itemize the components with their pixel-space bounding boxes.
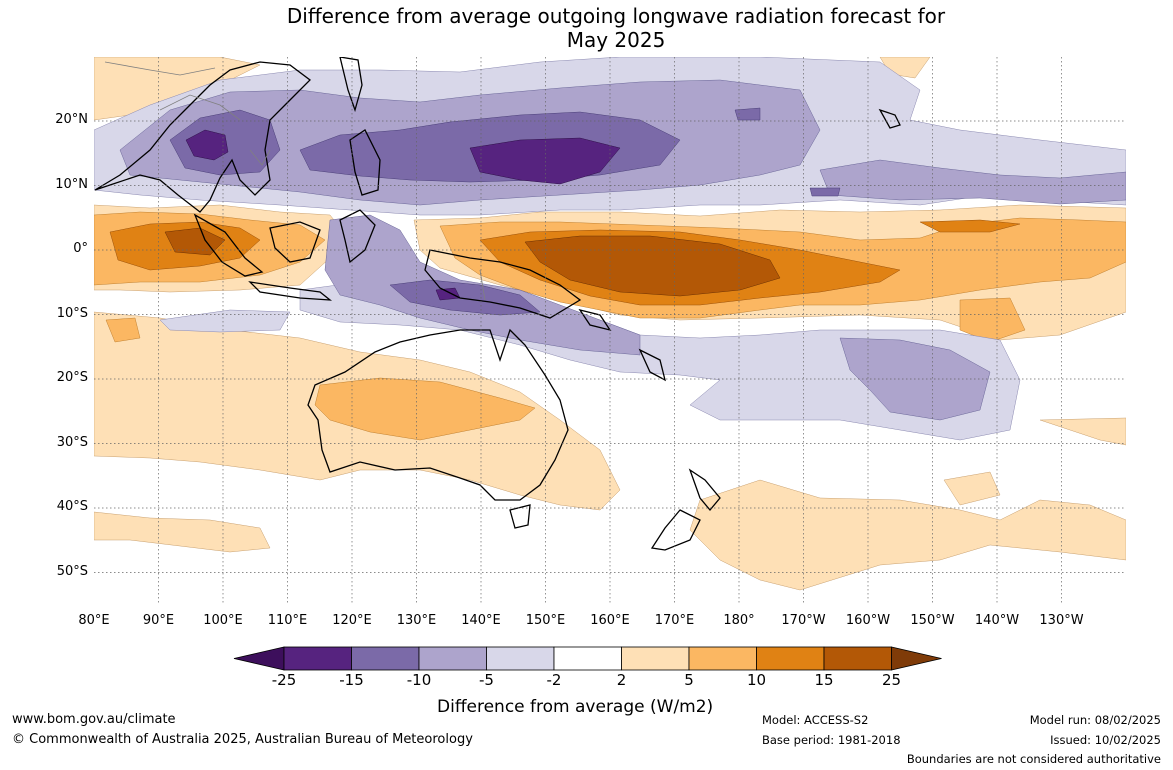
colorbar-segment [351, 646, 420, 671]
longitude-label: 90°E [142, 613, 175, 628]
colorbar-segment [621, 646, 690, 671]
latitude-label: 20°N [55, 112, 88, 127]
colorbar-segment [688, 646, 757, 671]
longitude-label: 120°E [332, 613, 372, 628]
colorbar-segment [553, 646, 622, 671]
title-line-1: Difference from average outgoing longwav… [286, 4, 946, 28]
colorbar-min-extension [233, 646, 285, 671]
footer-model-run: Model run: 08/02/2025 [1029, 713, 1161, 727]
longitude-label: 130°E [396, 613, 437, 628]
latitude-label: 20°S [56, 370, 88, 385]
graticule [94, 57, 1126, 603]
longitude-label: 180° [723, 613, 755, 628]
footer-issued: Issued: 10/02/2025 [1050, 733, 1161, 747]
colorbar-segment [283, 646, 352, 671]
colorbar-segment [418, 646, 487, 671]
longitude-label: 110°E [267, 613, 308, 628]
colorbar-tick-label: 5 [684, 671, 694, 689]
longitude-label: 80°E [78, 613, 110, 628]
longitude-label: 100°E [203, 613, 243, 628]
colorbar-tick-label: 2 [616, 671, 627, 689]
footer-disclaimer: Boundaries are not considered authoritat… [906, 752, 1161, 766]
longitude-label: 170°W [781, 613, 826, 628]
anomaly-band-15-25 [164, 227, 781, 297]
colorbar-tick-label: 10 [746, 671, 767, 689]
latitude-label: 50°S [56, 563, 88, 579]
longitude-label: 160°W [845, 613, 891, 628]
latitude-label: 30°S [56, 434, 88, 450]
longitude-label: 170°E [654, 613, 695, 628]
footer-copyright: © Commonwealth of Australia 2025, Austra… [12, 732, 473, 747]
national-boundaries [104, 61, 486, 301]
map-title: Difference from average outgoing longwav… [0, 4, 1173, 52]
latitude-label: 10°N [55, 176, 88, 192]
colorbar-title-text: Difference from average (W/m2) [437, 697, 714, 717]
colorbar-tick-label: -2 [546, 671, 562, 689]
map-plot-area [94, 57, 1126, 603]
longitude-label: 150°E [525, 613, 566, 628]
colorbar-tick-label: -15 [339, 671, 364, 689]
latitude-label: 0° [73, 241, 88, 256]
anomaly-band-minus25-minus15 [185, 129, 621, 301]
longitude-label: 130°W [1039, 613, 1084, 628]
latitude-label: 40°S [56, 499, 88, 514]
coastlines [94, 57, 901, 551]
title-line-2: May 2025 [566, 28, 666, 52]
longitude-label: 140°E [461, 613, 501, 628]
colorbar-segment [823, 646, 892, 671]
latitude-label: 10°S [56, 305, 88, 321]
colorbar-tick-label: -5 [479, 671, 494, 689]
colorbar-max-extension [891, 646, 942, 671]
colorbar-tick-label: 15 [814, 671, 834, 689]
longitude-label: 160°E [590, 613, 630, 628]
colorbar-tick-label: -25 [271, 671, 297, 689]
footer-website[interactable]: www.bom.gov.au/climate [12, 712, 176, 727]
colorbar-segment [486, 646, 555, 671]
colorbar [233, 646, 942, 671]
colorbar-tick-label: -10 [406, 671, 432, 689]
colorbar-tick-label: 25 [881, 671, 902, 689]
longitude-label: 140°W [974, 613, 1020, 628]
footer-base-period: Base period: 1981-2018 [762, 733, 901, 747]
longitude-label: 150°W [910, 613, 955, 628]
footer-model: Model: ACCESS-S2 [762, 713, 869, 727]
colorbar-segment [756, 646, 825, 671]
